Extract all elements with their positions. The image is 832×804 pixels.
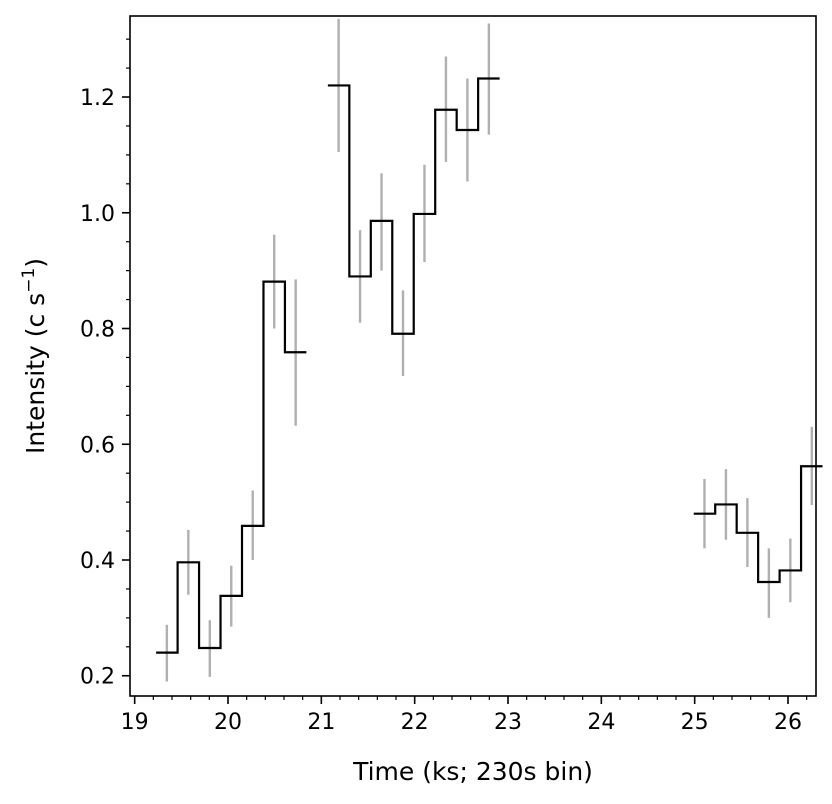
x-axis-ticks: 19 20 21 22 23 24 25 26 — [121, 696, 808, 735]
x-tick-label: 21 — [307, 710, 335, 735]
y-tick-label: 0.2 — [80, 665, 115, 690]
step-series — [156, 77, 823, 654]
x-tick-label: 25 — [681, 710, 709, 735]
x-tick-label: 23 — [494, 710, 522, 735]
y-axis-label-close: ) — [21, 258, 50, 268]
y-axis-label: Intensity (c s−1) — [19, 258, 50, 454]
x-axis-label: Time (ks; 230s bin) — [352, 757, 593, 786]
y-tick-label: 1.0 — [80, 202, 115, 227]
y-tick-label: 1.2 — [80, 86, 115, 111]
x-tick-label: 19 — [121, 710, 149, 735]
x-tick-label: 22 — [401, 710, 429, 735]
y-axis-label-main: Intensity (c s — [21, 293, 50, 454]
step-segment-1 — [156, 280, 307, 654]
x-tick-label: 26 — [774, 710, 802, 735]
y-axis-label-superscript: −1 — [19, 268, 39, 293]
y-tick-label: 0.4 — [80, 549, 115, 574]
y-axis-ticks: 0.2 0.4 0.6 0.8 1.0 1.2 — [80, 38, 130, 690]
step-segment-3 — [693, 465, 823, 584]
plot-frame — [129, 15, 817, 697]
y-tick-label: 0.6 — [80, 433, 115, 458]
step-segment-2 — [327, 77, 500, 335]
x-tick-label: 24 — [587, 710, 615, 735]
x-tick-label: 20 — [214, 710, 242, 735]
y-tick-label: 0.8 — [80, 318, 115, 343]
